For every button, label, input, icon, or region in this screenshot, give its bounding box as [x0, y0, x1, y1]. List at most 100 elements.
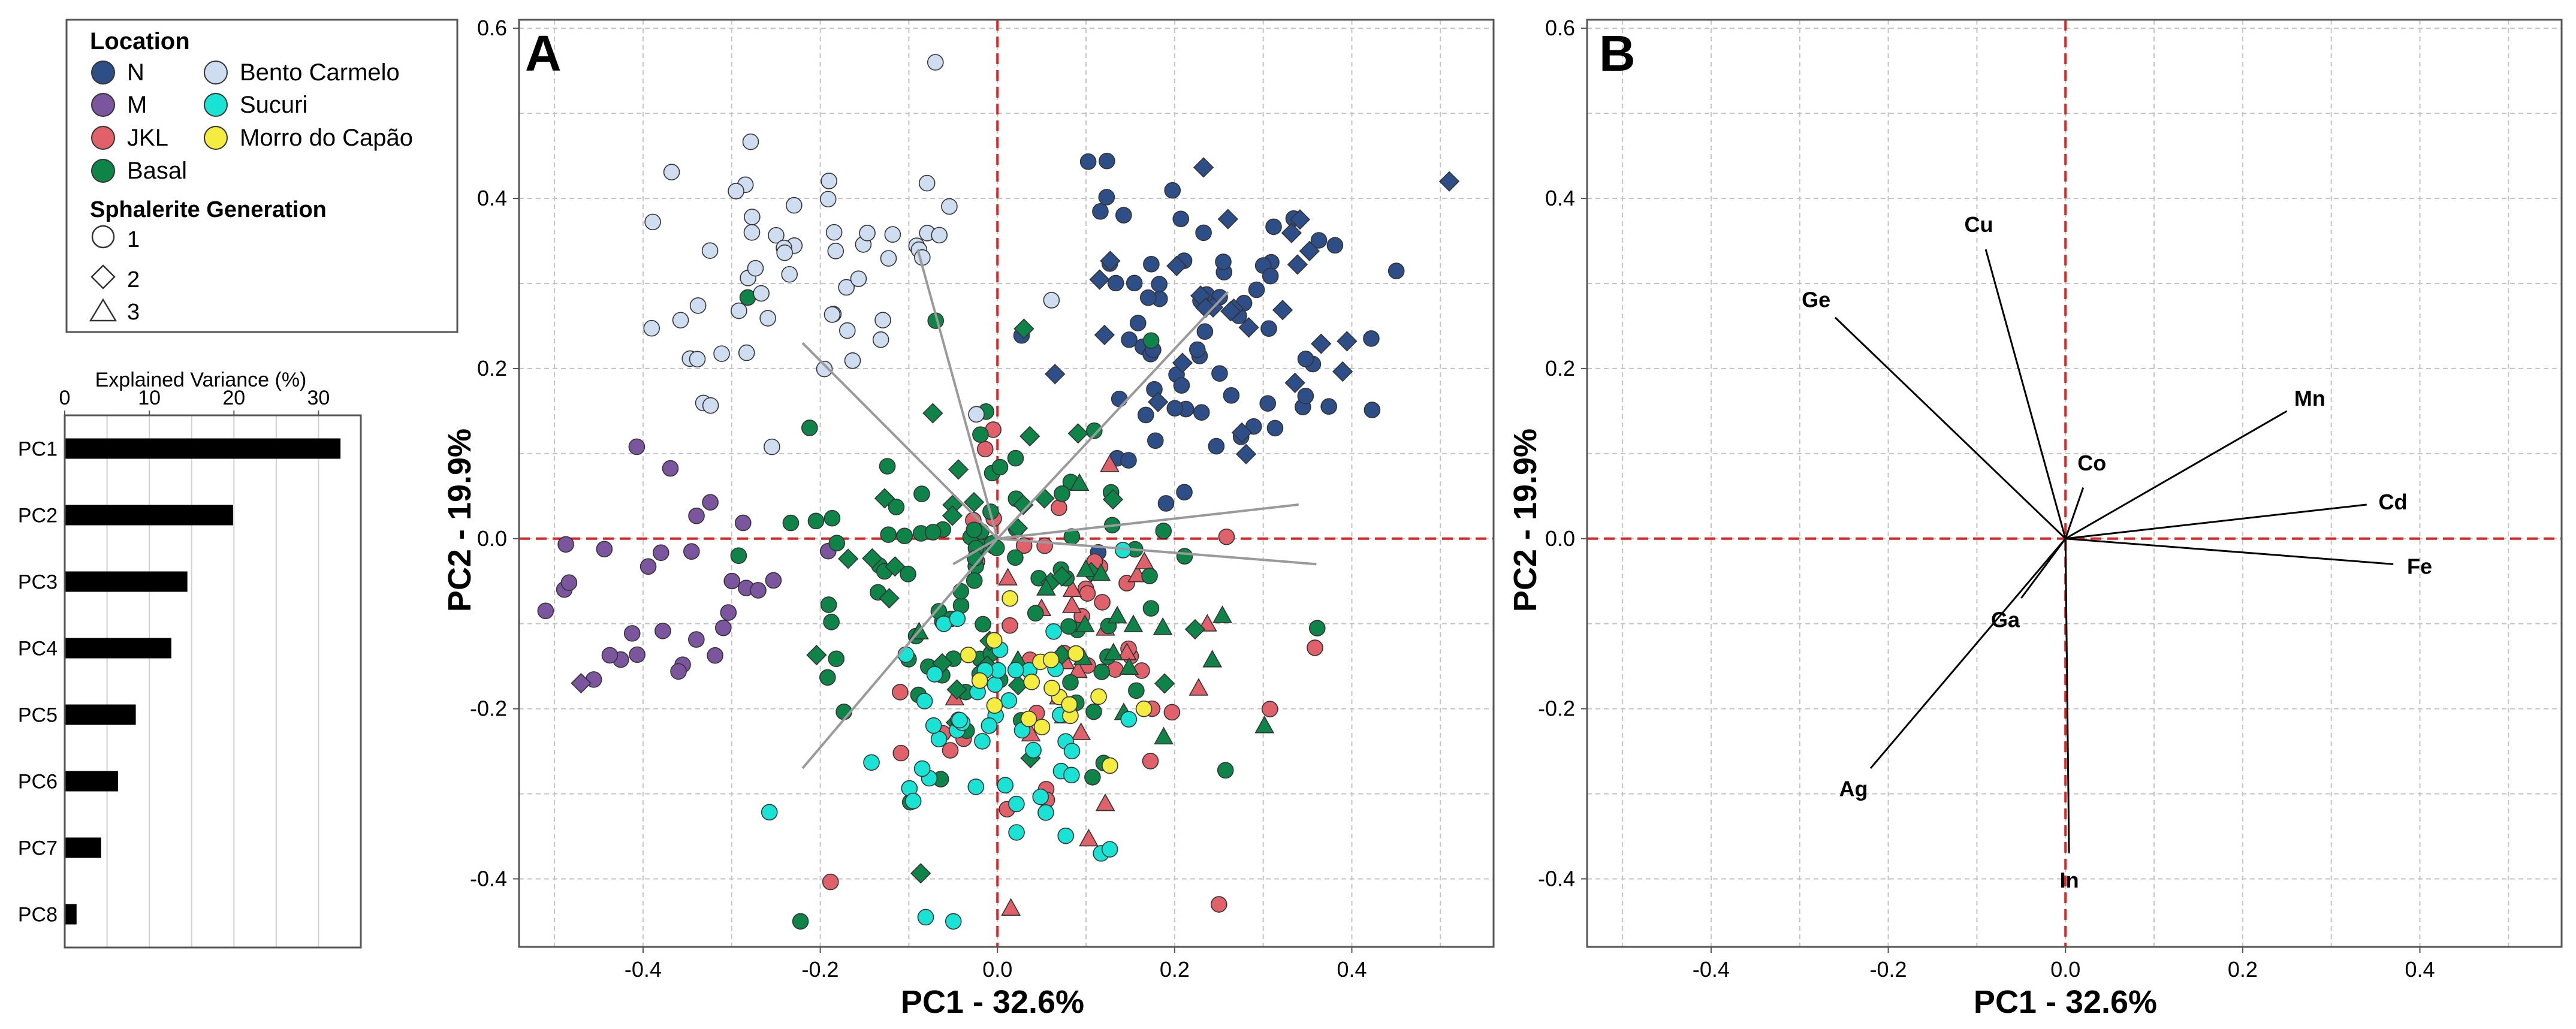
panel-a-label: A	[525, 25, 562, 82]
point-jkl-triangle	[1071, 722, 1091, 740]
point-basal-triangle	[1036, 578, 1056, 596]
point-n-circle	[1215, 254, 1232, 270]
point-n-circle	[1079, 153, 1097, 170]
point-bento-carmelo-circle	[776, 244, 793, 261]
point-basal-diamond	[1019, 426, 1040, 446]
loading-vector-ge	[1834, 316, 2067, 539]
variance-tick-label: 20	[222, 387, 245, 409]
point-basal-diamond	[963, 491, 985, 513]
point-n-circle	[1172, 210, 1190, 228]
point-bento-carmelo-circle	[821, 173, 837, 189]
loading-label-co: Co	[2077, 451, 2106, 475]
point-basal-triangle	[1075, 614, 1095, 632]
point-n-circle	[1189, 341, 1206, 358]
legend-label-n: N	[127, 59, 144, 86]
point-sucuri-circle	[1063, 743, 1081, 760]
point-morro-do-cap-o-circle	[960, 647, 977, 663]
b-y-tick-label: -0.4	[1538, 866, 1575, 891]
point-m-circle	[688, 631, 705, 648]
point-basal-circle	[782, 514, 800, 532]
legend-item-morro-do-capao: Morro do Capão	[204, 125, 413, 151]
loading-label-cu: Cu	[1964, 212, 1993, 237]
point-basal-circle	[1128, 682, 1145, 699]
point-m-circle	[765, 572, 782, 589]
variance-bar-pc1	[65, 438, 341, 459]
point-basal-diamond	[922, 403, 943, 424]
b-x-tick-label: 0.0	[2050, 957, 2080, 982]
point-sucuri-circle	[926, 666, 943, 683]
variance-frame	[64, 414, 362, 949]
point-basal-circle	[1142, 332, 1160, 349]
point-sucuri-circle	[1008, 795, 1025, 813]
a-x-tick-label: -0.4	[625, 957, 662, 982]
point-basal-circle	[1217, 762, 1234, 779]
point-jkl-circle	[1142, 753, 1159, 770]
point-jkl-triangle	[1189, 678, 1209, 696]
variance-bar-pc5	[65, 704, 136, 725]
point-basal-diamond	[910, 863, 931, 884]
point-m-circle	[623, 625, 641, 642]
point-basal-circle	[819, 669, 836, 686]
point-n-circle	[1137, 406, 1154, 424]
point-morro-do-cap-o-circle	[1090, 688, 1107, 705]
point-basal-triangle	[1153, 617, 1173, 635]
point-bento-carmelo-circle	[781, 265, 798, 283]
point-jkl-circle	[1079, 585, 1096, 602]
point-basal-circle	[1093, 663, 1110, 680]
point-sucuri-circle	[1000, 692, 1018, 709]
legend-swatch-jkl	[91, 126, 115, 150]
point-n-circle	[1310, 232, 1328, 249]
point-bento-carmelo-circle	[827, 243, 844, 259]
point-basal-circle	[823, 614, 840, 630]
point-sucuri-circle	[997, 777, 1014, 794]
point-m-circle	[640, 558, 657, 575]
point-n-circle	[1147, 432, 1164, 449]
point-basal-circle	[828, 650, 845, 668]
point-sucuri-circle	[1032, 788, 1049, 805]
panel-b-ticks: -0.4 -0.2 0.0 0.2 0.4 -0.4 -0.2 0.0 0.2 0.4 0.6	[1538, 16, 2435, 982]
variance-chart: Explained Variance (%) 0 10 20 30 PC1 PC2 PC3…	[18, 369, 362, 949]
point-morro-do-cap-o-circle	[1002, 590, 1018, 607]
point-bento-carmelo-circle	[859, 225, 876, 242]
point-m-circle	[628, 438, 645, 455]
point-basal-diamond	[1013, 494, 1034, 515]
point-n-circle	[1176, 484, 1193, 501]
point-n-circle	[1173, 377, 1190, 394]
point-n-circle	[1143, 255, 1160, 273]
point-basal-triangle	[1154, 726, 1174, 745]
legend-item-jkl: JKL	[91, 125, 168, 151]
variance-chart-title: Explained Variance (%)	[95, 369, 307, 391]
legend-item-gen-1: 1	[91, 225, 140, 252]
point-morro-do-cap-o-circle	[986, 697, 1003, 714]
point-basal-triangle	[1254, 716, 1275, 734]
point-basal-circle	[807, 512, 825, 530]
point-basal-diamond	[1102, 489, 1124, 510]
point-basal-diamond	[879, 588, 900, 609]
panel-a: -0.4 -0.2 0.0 0.2 0.4-0.4-0.20.00.20.40.6 A …	[442, 16, 1495, 1020]
point-n-circle	[1364, 402, 1381, 418]
variance-category-pc3: PC3	[18, 571, 58, 594]
point-sucuri-circle	[1057, 827, 1075, 844]
a-y-tick-label: 0.6	[477, 16, 507, 40]
point-bento-carmelo-circle	[941, 198, 958, 215]
circle-marker-icon	[91, 225, 115, 249]
point-n-circle	[1326, 237, 1344, 254]
point-sucuri-circle	[951, 711, 968, 729]
a-y-tick-label: 0.2	[477, 356, 507, 381]
point-basal-triangle	[1202, 650, 1223, 668]
point-bento-carmelo-circle	[931, 227, 948, 244]
legend-label-gen-3: 3	[127, 300, 140, 325]
panel-b-background	[1587, 20, 2562, 947]
point-bento-carmelo-circle	[747, 259, 764, 277]
variance-category-pc6: PC6	[18, 771, 58, 793]
point-bento-carmelo-circle	[731, 302, 747, 319]
point-sucuri-circle	[981, 717, 998, 734]
point-sucuri-circle	[1063, 767, 1080, 784]
point-m-circle	[629, 646, 645, 663]
point-basal-circle	[1060, 618, 1077, 635]
loading-vector-cd	[2065, 503, 2367, 540]
point-morro-do-cap-o-circle	[1023, 674, 1040, 690]
variance-bar-pc6	[65, 771, 118, 792]
